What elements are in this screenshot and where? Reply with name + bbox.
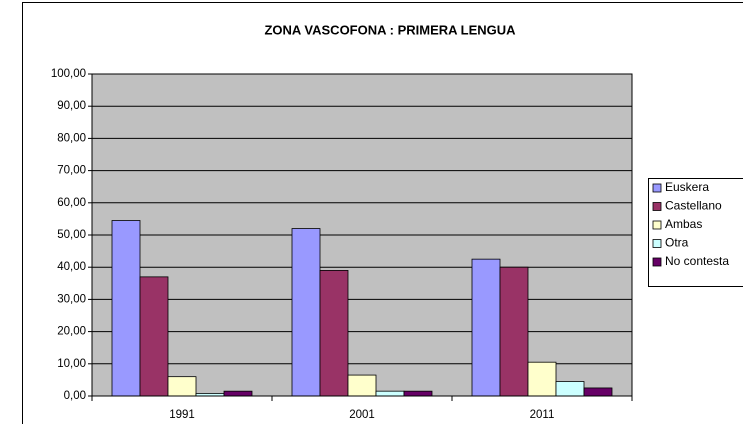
legend-swatch <box>652 239 662 248</box>
x-tick-label: 2011 <box>530 409 555 421</box>
y-tick-label: 0,00 <box>64 390 86 402</box>
legend-label: No contesta <box>665 254 729 268</box>
legend-label: Castellano <box>665 199 722 213</box>
y-tick-label: 20,00 <box>57 326 86 338</box>
bar <box>527 361 557 397</box>
legend-swatch <box>652 183 662 193</box>
legend-label: Ambas <box>665 217 702 231</box>
bar <box>223 390 253 397</box>
bar <box>291 228 321 397</box>
bar <box>403 390 433 397</box>
legend-swatch <box>652 257 662 267</box>
y-tick-label: 10,00 <box>57 358 86 370</box>
bar <box>347 374 377 397</box>
y-tick-label: 80,00 <box>57 132 86 144</box>
y-tick-label: 100,00 <box>51 68 86 80</box>
x-tick-label: 2001 <box>349 409 375 421</box>
y-tick-label: 90,00 <box>57 100 86 112</box>
x-tick-label: 1991 <box>169 409 195 421</box>
legend-label: Otra <box>665 236 689 250</box>
bar <box>471 258 501 397</box>
bar <box>319 270 349 397</box>
bar <box>583 387 613 397</box>
bar <box>375 390 405 397</box>
y-tick-label: 60,00 <box>57 197 86 209</box>
y-tick-label: 30,00 <box>57 293 86 305</box>
bar <box>499 266 529 397</box>
legend-label: Euskera <box>665 180 709 194</box>
bar <box>167 376 197 397</box>
legend-swatch <box>652 220 662 230</box>
legend-swatch <box>652 202 662 211</box>
bar <box>555 381 585 397</box>
bar <box>139 276 169 397</box>
y-tick-label: 40,00 <box>57 261 86 273</box>
bar <box>111 220 141 397</box>
chart-title: ZONA VASCOFONA : PRIMERA LENGUA <box>264 22 516 37</box>
legend-box <box>648 178 743 287</box>
plot-border <box>91 73 633 397</box>
y-tick-label: 70,00 <box>57 165 86 177</box>
y-tick-label: 50,00 <box>57 229 86 241</box>
